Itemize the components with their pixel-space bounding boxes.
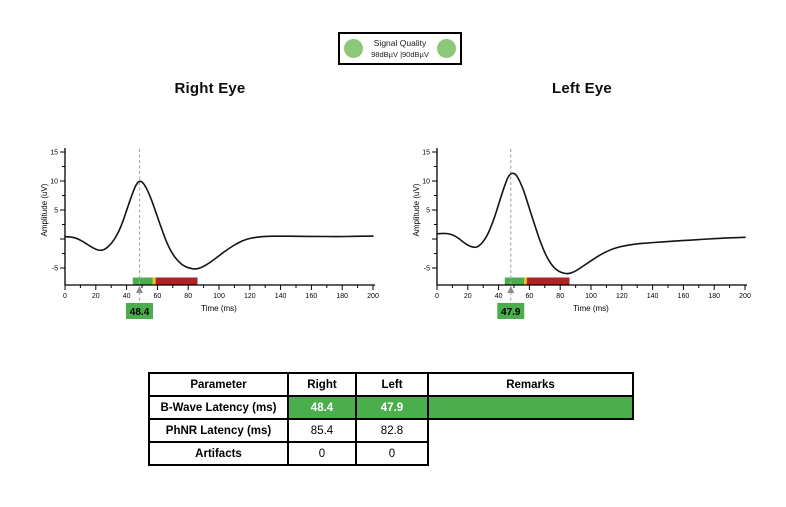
latency-zone-green bbox=[504, 277, 524, 285]
svg-text:60: 60 bbox=[154, 293, 162, 300]
svg-text:0: 0 bbox=[63, 293, 67, 300]
latency-zone-yellow bbox=[152, 277, 156, 285]
svg-text:100: 100 bbox=[585, 293, 597, 300]
latency-zone-green bbox=[132, 277, 153, 285]
svg-text:140: 140 bbox=[275, 293, 287, 300]
remarks-cell bbox=[428, 419, 633, 442]
svg-text:-5: -5 bbox=[52, 266, 58, 273]
axes bbox=[64, 148, 375, 286]
marker-arrow-icon bbox=[136, 286, 143, 293]
signal-quality-right-indicator-icon bbox=[344, 39, 363, 58]
header-left: Left bbox=[355, 372, 429, 397]
svg-text:40: 40 bbox=[495, 293, 503, 300]
svg-text:15: 15 bbox=[50, 150, 58, 157]
param-cell: PhNR Latency (ms) bbox=[148, 418, 289, 443]
svg-text:140: 140 bbox=[647, 293, 659, 300]
latency-zones bbox=[504, 277, 570, 285]
remarks-cell bbox=[427, 395, 634, 420]
svg-text:5: 5 bbox=[54, 208, 58, 215]
svg-text:160: 160 bbox=[678, 293, 690, 300]
svg-text:15: 15 bbox=[422, 150, 430, 157]
latency-zones bbox=[132, 277, 198, 285]
table-row: PhNR Latency (ms) 85.4 82.8 bbox=[148, 418, 633, 443]
b-wave-marker-label[interactable] bbox=[497, 303, 525, 319]
svg-text:180: 180 bbox=[708, 293, 720, 300]
erg-waveform bbox=[64, 180, 374, 270]
right-value-cell: 48.4 bbox=[287, 395, 357, 420]
signal-quality-panel: Signal Quality 98dBµV |90dBµV bbox=[338, 32, 462, 65]
remarks-cell bbox=[428, 442, 633, 465]
latency-zone-red bbox=[526, 277, 570, 285]
signal-quality-title: Signal Quality bbox=[373, 38, 427, 48]
b-wave-marker-value[interactable]: 47.9 bbox=[501, 307, 521, 318]
svg-text:160: 160 bbox=[306, 293, 318, 300]
x-axis-label: Time (ms) bbox=[201, 304, 237, 313]
x-axis-ticks: 0 20 40 60 80 100 120 140 160 180 200 bbox=[435, 285, 751, 300]
svg-text:10: 10 bbox=[422, 179, 430, 186]
left-value-cell: 82.8 bbox=[355, 418, 429, 443]
table-row: Artifacts 0 0 bbox=[148, 441, 633, 466]
svg-text:60: 60 bbox=[526, 293, 534, 300]
svg-text:120: 120 bbox=[244, 293, 256, 300]
table-row: B-Wave Latency (ms) 48.4 47.9 bbox=[148, 395, 634, 420]
x-axis-ticks: 0 20 40 60 80 100 120 140 160 180 200 bbox=[63, 285, 379, 300]
svg-text:20: 20 bbox=[464, 293, 472, 300]
latency-zone-yellow bbox=[524, 277, 527, 285]
right-value-cell: 85.4 bbox=[287, 418, 357, 443]
param-cell: B-Wave Latency (ms) bbox=[148, 395, 289, 420]
erg-waveform bbox=[436, 172, 746, 275]
left-value-cell: 0 bbox=[355, 441, 429, 466]
param-cell: Artifacts bbox=[148, 441, 289, 466]
y-axis-ticks: 15 10 5 -5 bbox=[50, 150, 65, 273]
svg-text:10: 10 bbox=[50, 179, 58, 186]
right-value-cell: 0 bbox=[287, 441, 357, 466]
header-remarks: Remarks bbox=[427, 372, 634, 397]
svg-text:100: 100 bbox=[213, 293, 225, 300]
y-axis-label: Amplitude (uV) bbox=[412, 183, 421, 236]
header-right: Right bbox=[287, 372, 357, 397]
signal-quality-text: Signal Quality 98dBµV |90dBµV bbox=[363, 39, 437, 58]
svg-text:200: 200 bbox=[367, 293, 379, 300]
header-parameter: Parameter bbox=[148, 372, 289, 397]
svg-text:5: 5 bbox=[426, 208, 430, 215]
left-value-cell: 47.9 bbox=[355, 395, 429, 420]
x-axis-label: Time (ms) bbox=[573, 304, 609, 313]
svg-text:80: 80 bbox=[184, 293, 192, 300]
axes bbox=[436, 148, 747, 286]
b-wave-marker-label[interactable] bbox=[126, 303, 153, 319]
svg-text:120: 120 bbox=[616, 293, 628, 300]
svg-text:20: 20 bbox=[92, 293, 100, 300]
b-wave-marker-value[interactable]: 48.4 bbox=[130, 307, 150, 318]
signal-quality-left-indicator-icon bbox=[437, 39, 456, 58]
svg-text:40: 40 bbox=[123, 293, 131, 300]
signal-quality-reading: 98dBµV |90dBµV bbox=[371, 49, 429, 59]
svg-text:200: 200 bbox=[739, 293, 751, 300]
right-eye-title: Right Eye bbox=[174, 80, 246, 97]
latency-zone-red bbox=[155, 277, 198, 285]
right-eye-chart: 15 10 5 -5 0 20 40 60 80 100 120 140 160 180 200 Time (… bbox=[40, 148, 379, 319]
left-eye-title: Left Eye bbox=[552, 80, 612, 97]
svg-text:-5: -5 bbox=[424, 266, 430, 273]
y-axis-label: Amplitude (uV) bbox=[40, 183, 49, 236]
svg-text:180: 180 bbox=[336, 293, 348, 300]
svg-text:80: 80 bbox=[556, 293, 564, 300]
results-table: Parameter Right Left Remarks B-Wave Late… bbox=[148, 372, 634, 466]
table-header-row: Parameter Right Left Remarks bbox=[148, 372, 634, 397]
marker-arrow-icon bbox=[507, 286, 515, 293]
svg-text:0: 0 bbox=[435, 293, 439, 300]
left-eye-chart: 15 10 5 -5 0 20 40 60 80 100 120 140 160 180 200 Time (… bbox=[412, 148, 751, 319]
y-axis-ticks: 15 10 5 -5 bbox=[422, 150, 437, 273]
